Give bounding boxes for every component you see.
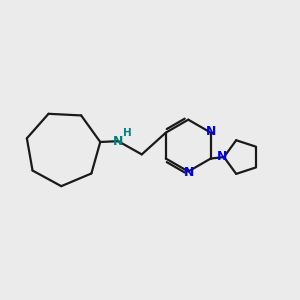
Text: N: N bbox=[113, 135, 123, 148]
Text: N: N bbox=[206, 125, 217, 138]
Text: N: N bbox=[184, 166, 194, 179]
Text: N: N bbox=[217, 150, 228, 163]
Text: H: H bbox=[123, 128, 132, 138]
